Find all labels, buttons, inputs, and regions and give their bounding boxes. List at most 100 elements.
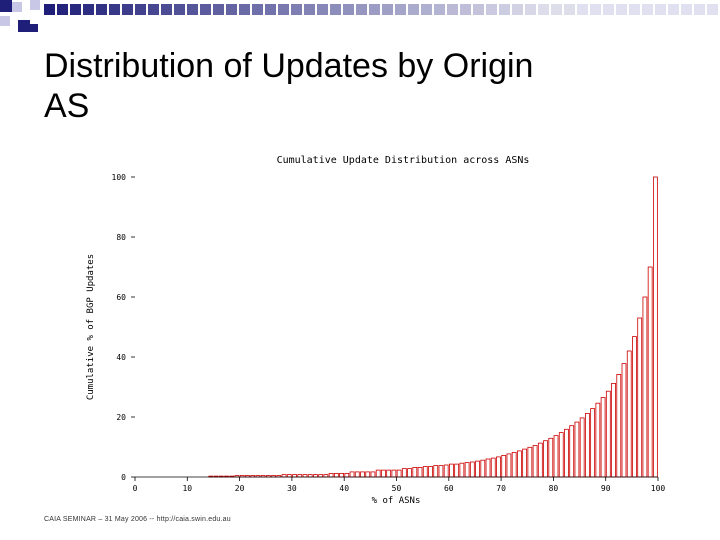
bar bbox=[412, 466, 418, 478]
decor-square-strip bbox=[317, 4, 328, 15]
decor-square-strip bbox=[421, 4, 432, 15]
bar bbox=[428, 466, 433, 478]
bar bbox=[574, 421, 580, 478]
decor-square-strip bbox=[434, 4, 445, 15]
bar bbox=[407, 468, 412, 478]
decor-square-strip bbox=[512, 4, 523, 15]
bar bbox=[490, 457, 496, 478]
decor-square-strip bbox=[473, 4, 484, 15]
decor-square-strip bbox=[447, 4, 458, 15]
decor-square-strip bbox=[642, 4, 653, 15]
y-tick-label: 20 bbox=[116, 413, 126, 422]
decor-square-strip bbox=[252, 4, 263, 15]
bar bbox=[537, 442, 543, 478]
bar bbox=[637, 317, 643, 478]
decor-square-strip bbox=[122, 4, 133, 15]
bar bbox=[370, 471, 376, 478]
decor-square-strip bbox=[499, 4, 510, 15]
bar bbox=[433, 465, 439, 478]
x-tick-label: 20 bbox=[235, 484, 245, 493]
decor-square-strip bbox=[707, 4, 718, 15]
bar bbox=[532, 445, 538, 478]
decor-square-strip bbox=[70, 4, 81, 15]
bar bbox=[548, 437, 554, 478]
decor-square-strip bbox=[395, 4, 406, 15]
decor-square-strip bbox=[291, 4, 302, 15]
decor-square-strip bbox=[148, 4, 159, 15]
bar bbox=[642, 296, 648, 478]
decor-square-strip bbox=[577, 4, 588, 15]
bar bbox=[381, 469, 386, 478]
decor-square-strip bbox=[265, 4, 276, 15]
x-tick-label: 100 bbox=[651, 484, 666, 493]
chart-title: Cumulative Update Distribution across AS… bbox=[277, 155, 530, 166]
x-tick-label: 10 bbox=[182, 484, 192, 493]
plot-area: 0 20 40 60 80 100 0 10 20 30 40 50 60 70 80 90 100 bbox=[112, 173, 666, 493]
bar bbox=[464, 462, 470, 478]
bar bbox=[626, 350, 632, 478]
decor-square-light bbox=[12, 2, 22, 12]
decor-square-strip bbox=[616, 4, 627, 15]
bar bbox=[339, 472, 344, 478]
bar bbox=[459, 462, 465, 478]
decor-square-strip bbox=[109, 4, 120, 15]
bar bbox=[595, 402, 601, 478]
bar bbox=[469, 461, 475, 478]
slide-footer: CAIA SEMINAR – 31 May 2006 -- http://cai… bbox=[44, 516, 231, 523]
bar bbox=[454, 463, 460, 478]
x-axis-label: % of ASNs bbox=[372, 496, 421, 505]
bar bbox=[349, 471, 355, 478]
decor-square-strip bbox=[369, 4, 380, 15]
decor-square-strip bbox=[551, 4, 562, 15]
decor-square-strip bbox=[538, 4, 549, 15]
bar bbox=[344, 472, 350, 478]
decor-square-strip bbox=[460, 4, 471, 15]
decor-square-strip bbox=[681, 4, 692, 15]
bar bbox=[375, 469, 381, 478]
decor-square-strip bbox=[187, 4, 198, 15]
decor-square-light bbox=[0, 16, 10, 26]
bar bbox=[522, 448, 528, 478]
bar bbox=[360, 471, 365, 478]
bar bbox=[485, 458, 491, 478]
decor-square-strip bbox=[213, 4, 224, 15]
bar bbox=[354, 471, 360, 478]
x-tick-label: 70 bbox=[496, 484, 506, 493]
bar bbox=[449, 463, 454, 478]
decor-square-strip bbox=[343, 4, 354, 15]
slide-title-line-2: AS bbox=[44, 87, 90, 125]
decor-square-strip bbox=[57, 4, 68, 15]
x-tick-label: 90 bbox=[601, 484, 611, 493]
bar bbox=[600, 397, 606, 478]
bar bbox=[417, 466, 423, 478]
bar bbox=[558, 432, 564, 478]
bar bbox=[386, 469, 392, 478]
decor-square-strip bbox=[668, 4, 679, 15]
bar bbox=[543, 440, 548, 478]
decor-square-strip bbox=[135, 4, 146, 15]
bar bbox=[553, 435, 559, 478]
y-tick-label: 60 bbox=[116, 293, 126, 302]
y-tick-label: 0 bbox=[121, 473, 126, 482]
x-tick-label: 60 bbox=[444, 484, 454, 493]
decor-square-strip bbox=[655, 4, 666, 15]
decor-square-strip bbox=[564, 4, 575, 15]
decor-square-strip bbox=[629, 4, 640, 15]
slide-title-line-1: Distribution of Updates by Origin bbox=[44, 47, 534, 85]
decor-square-strip bbox=[239, 4, 250, 15]
decor-square-strip bbox=[382, 4, 393, 15]
bar bbox=[632, 336, 637, 478]
bar bbox=[506, 453, 512, 478]
bar bbox=[396, 469, 402, 478]
bar bbox=[422, 466, 428, 478]
bar bbox=[647, 266, 653, 478]
y-tick-label: 100 bbox=[112, 173, 127, 182]
bar bbox=[652, 176, 658, 478]
bar bbox=[391, 469, 397, 478]
x-tick-label: 80 bbox=[549, 484, 559, 493]
x-tick-label: 30 bbox=[287, 484, 297, 493]
slide-title: Distribution of Updates by Origin AS bbox=[44, 46, 684, 126]
decor-square-dark bbox=[30, 24, 38, 32]
bar bbox=[590, 408, 596, 478]
decor-square-strip bbox=[200, 4, 211, 15]
